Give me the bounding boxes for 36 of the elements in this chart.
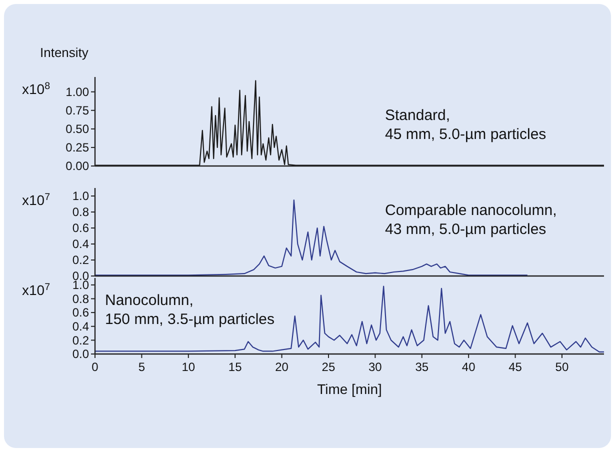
x-tick-label: 40	[462, 360, 476, 374]
y-tick-label: 0.75	[66, 104, 90, 118]
x-tick-label: 0	[92, 360, 99, 374]
annotation: Nanocolumn, 150 mm, 3.5-µm particles	[105, 292, 275, 328]
y-tick-label: 0.8	[72, 205, 90, 220]
y-tick-label: 0.2	[72, 333, 90, 348]
x-tick-label: 45	[508, 360, 522, 374]
x-tick-label: 50	[555, 360, 569, 374]
y-axis-title: x10$^{7}$	[22, 192, 50, 208]
y-tick-label: 0.4	[72, 320, 90, 334]
x-tick-label: 15	[228, 360, 242, 374]
x-tick-label: 30	[368, 360, 382, 374]
y-tick-label: 0.6	[72, 221, 90, 236]
y-tick-label: 0.8	[72, 292, 90, 306]
x-tick-label: 5	[138, 360, 146, 374]
line-series	[94, 80, 605, 166]
y-tick-label: 0.0	[72, 347, 90, 362]
chart-title: Intensity	[40, 45, 89, 60]
y-tick-label: 1.0	[72, 189, 90, 204]
y-tick-label: 0.4	[72, 237, 90, 252]
y-axis-title: x10$^{8}$	[22, 80, 51, 97]
y-tick-label: 0.00	[66, 159, 90, 174]
x-tick-label: 10	[182, 360, 196, 374]
y-tick-label: 1.00	[66, 85, 90, 100]
annotation: Standard, 45 mm, 5.0-µm particles	[385, 107, 546, 143]
annotation: Comparable nanocolumn, 43 mm, 5.0-µm particles	[385, 202, 557, 238]
y-axis-title: x10$^{7}$	[22, 282, 50, 298]
x-tick-label: 25	[322, 360, 336, 374]
y-tick-label: 0.25	[66, 140, 90, 155]
x-tick-label: 20	[275, 360, 289, 374]
line-series	[94, 286, 605, 352]
x-axis-title: Time [min]	[317, 381, 382, 397]
y-tick-label: 0.2	[72, 253, 90, 268]
y-tick-label: 0.50	[66, 122, 90, 136]
x-tick-label: 35	[415, 360, 429, 374]
y-tick-label: 0.6	[72, 306, 90, 320]
